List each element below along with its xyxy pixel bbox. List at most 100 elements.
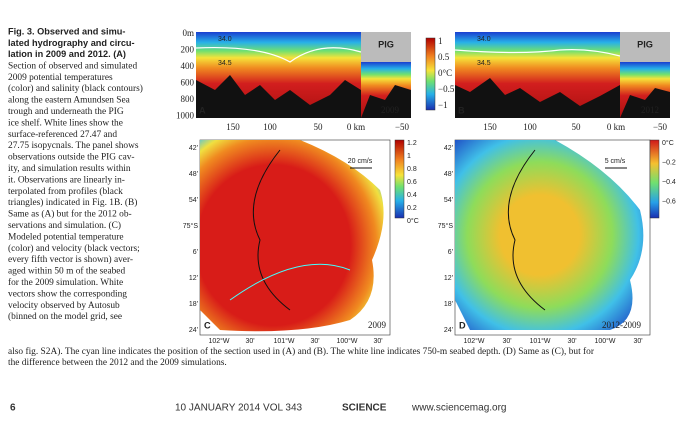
distance-label: −50	[653, 122, 668, 132]
colorbar-label: 1	[407, 153, 411, 160]
caption-line: ity, and simulation results within	[8, 164, 131, 174]
distance-label: 0 km	[607, 122, 625, 132]
caption-line: vectors show the corresponding	[8, 289, 127, 299]
colorbar	[425, 37, 436, 111]
colorbar-label: 0°C	[438, 68, 452, 78]
lon-label: 101°W	[529, 337, 550, 345]
section-line	[229, 263, 351, 301]
colorbar-label: 0°C	[662, 139, 674, 147]
salinity-label: 34.0	[477, 36, 491, 43]
colorbar-label: −0.6	[662, 198, 676, 205]
seabed	[196, 75, 361, 118]
depth-label: 200	[181, 45, 195, 55]
inset-label: PIG	[378, 39, 394, 49]
distance-label: 150	[483, 122, 497, 132]
lat-label: 42'	[189, 145, 198, 152]
lon-label: 30'	[502, 338, 511, 345]
distance-label: 150	[226, 122, 240, 132]
panel-year: 2009	[381, 105, 400, 115]
caption-line: servations and simulation. (C)	[8, 220, 121, 231]
inset	[620, 32, 670, 62]
lon-label: 100°W	[336, 337, 357, 345]
caption-line: along the eastern Amundsen Sea	[8, 96, 131, 106]
caption-line: triangles) indicated in Fig. 1B. (B)	[8, 197, 137, 208]
lat-label: 75°S	[183, 222, 199, 230]
depth-label: 400	[181, 61, 195, 71]
colorbar-label: 0.6	[407, 179, 417, 186]
colorbar-label: 0.5	[438, 52, 450, 62]
salinity-label: 34.0	[218, 36, 232, 43]
caption-line: trough and underneath the PIG	[8, 107, 124, 117]
lon-label: 101°W	[273, 337, 294, 345]
caption-line: Modeled potential temperature	[8, 232, 124, 242]
caption-line: (color) and salinity (black contours)	[8, 83, 143, 94]
lat-label: 48'	[189, 171, 198, 178]
lon-label: 30'	[633, 338, 642, 345]
distance-label: 50	[572, 122, 582, 132]
panel-letter: B	[458, 105, 465, 115]
lat-label: 12'	[444, 275, 453, 282]
lon-label: 30'	[373, 338, 382, 345]
colorbar-label: −0.2	[662, 159, 676, 166]
caption-line: for the 2009 simulation. White	[8, 277, 123, 288]
distance-label: −50	[395, 122, 410, 132]
caption-line: 27.75 isopycnals. The panel shows	[8, 141, 139, 151]
colorbar-label: −0.4	[662, 179, 676, 186]
colorbar-label: 0°C	[407, 217, 419, 225]
caption-line: ice shelf. White lines show the	[8, 117, 123, 128]
depth-label: 600	[181, 78, 195, 88]
figure-art	[195, 32, 670, 336]
distance-label: 50	[314, 122, 324, 132]
panel-letter: D	[459, 320, 466, 330]
colorbar	[649, 139, 660, 219]
colorbar-label: −0.5	[438, 84, 455, 94]
lat-label: 6'	[448, 249, 453, 256]
lat-label: 54'	[444, 197, 453, 204]
caption-line: surface-referenced 27.47 and	[8, 129, 117, 140]
lat-label: 18'	[189, 301, 198, 308]
panel-tag: 2012-2009	[602, 320, 641, 330]
colorbar-label: 0.4	[407, 192, 417, 199]
caption-line: Same as (A) but for the 2012 ob-	[8, 209, 132, 220]
caption-line: aged within 50 m of the seabed	[8, 266, 125, 277]
isopycnal	[195, 47, 362, 63]
lon-label: 30'	[245, 338, 254, 345]
depth-label: 0m	[182, 28, 194, 38]
caption-title: lation in 2009 and 2012. (A)	[8, 49, 126, 59]
footer-issue: 10 JANUARY 2014 VOL 343	[175, 403, 303, 414]
caption-line: the difference between the 2012 and the …	[8, 357, 227, 368]
lat-label: 6'	[193, 249, 198, 256]
distance-label: 0 km	[347, 122, 365, 132]
lat-label: 24'	[444, 327, 453, 334]
map-d	[455, 140, 644, 330]
seabed	[620, 88, 670, 118]
caption-title: Fig. 3. Observed and simu-	[8, 26, 125, 36]
isopycnal	[454, 49, 621, 57]
lon-label: 30'	[310, 338, 319, 345]
colorbar-label: 1.2	[407, 140, 417, 147]
footer-url: www.sciencemag.org	[411, 403, 506, 414]
panel-letter: C	[204, 320, 211, 330]
caption-line: every fifth vector is shown) aver-	[8, 254, 133, 265]
map-c	[200, 140, 384, 332]
caption-line: terpolated from profiles (black	[8, 186, 123, 197]
lat-label: 18'	[444, 301, 453, 308]
page-number: 6	[10, 403, 16, 414]
panel-letter: A	[199, 105, 206, 115]
caption-line: Section of observed and simulated	[8, 60, 137, 71]
distance-label: 100	[523, 122, 537, 132]
caption-line: 2009 potential temperatures	[8, 73, 113, 83]
lat-label: 75°S	[438, 222, 454, 230]
colorbar-label: −1	[438, 100, 448, 110]
coast	[252, 149, 291, 311]
caption-line: also fig. S2A). The cyan line indicates …	[8, 346, 595, 357]
panel-tag: 2009	[368, 320, 387, 330]
colorbar-label: 0.8	[407, 166, 417, 173]
footer-journal: SCIENCE	[342, 403, 387, 414]
salinity-label: 34.5	[477, 60, 491, 67]
caption-line: velocity observed by Autosub	[8, 301, 120, 311]
lat-label: 48'	[444, 171, 453, 178]
colorbar-label: 0.2	[407, 205, 417, 212]
